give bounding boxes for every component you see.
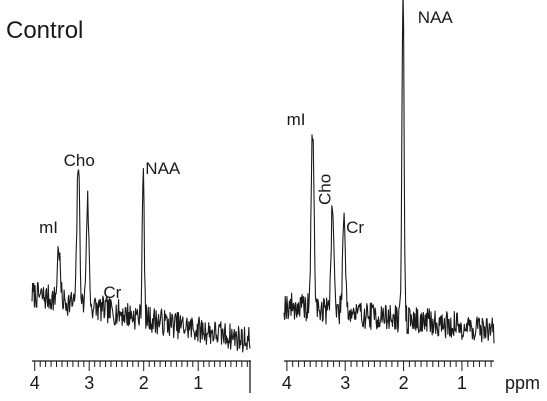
control-tick-label: 1 — [193, 373, 203, 393]
figure-title: Control — [6, 17, 83, 44]
control-tick-label: 4 — [30, 373, 40, 393]
control-peak-label-mI: mI — [39, 218, 58, 237]
patient-peak-label-naa: NAA — [418, 8, 454, 27]
patient-peak-label-mI: mI — [287, 110, 306, 129]
patient-peak-label-cho: Cho — [316, 174, 335, 205]
control-peak-label-cr: Cr — [103, 283, 121, 302]
x-axis-unit-label: ppm — [505, 373, 540, 393]
patient-peak-label-cr: Cr — [346, 218, 364, 237]
patient-panel: 4 3 2 1 mI Cho Cr NAA ppm — [282, 0, 540, 393]
control-peak-label-cho: Cho — [64, 151, 95, 170]
patient-tick-label: 2 — [399, 373, 409, 393]
control-panel: 4 3 2 1 mI Cho Cr NAA — [30, 151, 251, 393]
patient-tick-label: 1 — [457, 373, 467, 393]
control-peak-label-naa: NAA — [145, 159, 181, 178]
control-tick-label: 3 — [84, 373, 94, 393]
patient-minor-ticks — [286, 361, 492, 371]
control-minor-ticks — [34, 361, 248, 371]
control-spectrum-line — [31, 167, 251, 353]
patient-spectrum-line — [283, 0, 495, 344]
control-tick-label: 2 — [139, 373, 149, 393]
patient-tick-label: 3 — [340, 373, 350, 393]
patient-tick-label: 4 — [282, 373, 292, 393]
